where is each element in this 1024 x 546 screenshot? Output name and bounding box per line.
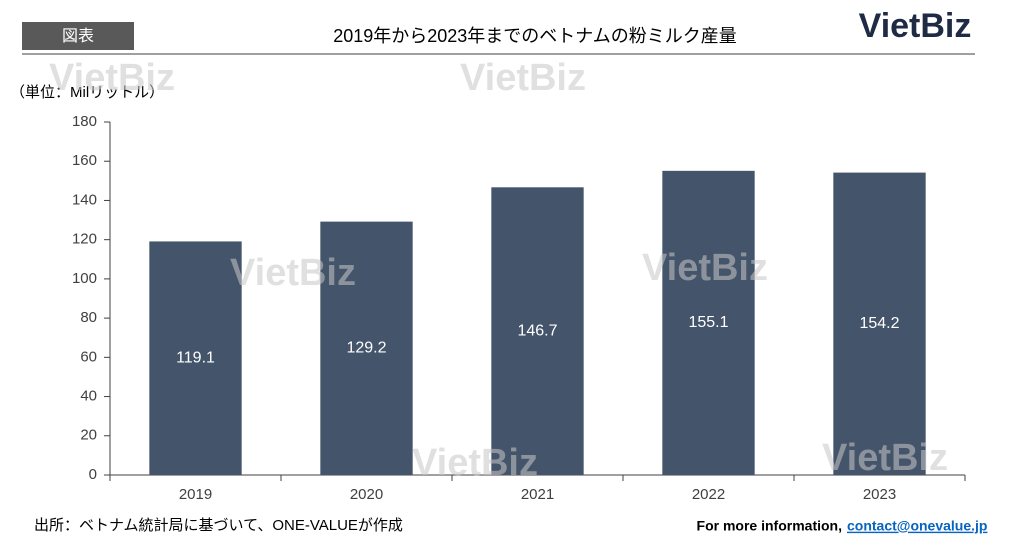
y-tick-label: 0: [89, 466, 97, 483]
bar: [320, 221, 413, 475]
logo: VietBiz: [859, 7, 972, 45]
value-label: 119.1: [176, 349, 215, 366]
watermark: VietBiz: [49, 57, 175, 99]
bar: [149, 241, 242, 475]
footer-label: For more information,: [697, 518, 842, 534]
y-tick-label: 80: [80, 309, 97, 326]
contact-link[interactable]: contact@onevalue.jp: [847, 518, 987, 534]
x-tick-label: 2023: [863, 486, 896, 503]
y-tick-label: 140: [72, 191, 97, 208]
tag: 図表: [62, 27, 94, 45]
value-label: 129.2: [346, 340, 386, 357]
chart-title: 2019年から2023年までのベトナムの粉ミルク産量: [333, 26, 737, 46]
x-tick-label: 2022: [692, 486, 725, 503]
bar: [662, 170, 755, 475]
watermark: VietBiz: [460, 57, 586, 99]
y-tick-label: 160: [72, 152, 97, 169]
bar: [491, 187, 584, 475]
watermark: VietBiz: [822, 437, 948, 479]
x-tick-label: 2019: [179, 486, 212, 503]
value-label: 154.2: [859, 315, 899, 332]
y-tick-label: 100: [72, 270, 97, 287]
value-label: 155.1: [688, 314, 728, 331]
x-tick-label: 2020: [350, 486, 383, 503]
y-tick-label: 40: [80, 388, 97, 405]
watermark: VietBiz: [230, 252, 356, 294]
y-tick-label: 120: [72, 231, 97, 248]
bar: [833, 172, 926, 475]
y-tick-label: 60: [80, 348, 97, 365]
x-tick-label: 2021: [521, 486, 554, 503]
source: 出所：ベトナム統計局に基づいて、ONE-VALUEが作成: [34, 517, 403, 534]
watermark: VietBiz: [412, 442, 538, 484]
y-tick-label: 180: [72, 113, 97, 130]
value-label: 146.7: [517, 322, 557, 339]
watermark: VietBiz: [642, 247, 768, 289]
y-tick-label: 20: [80, 427, 97, 444]
unit-label: （単位：Milリットル）: [10, 84, 164, 101]
tag-box: [22, 22, 134, 50]
